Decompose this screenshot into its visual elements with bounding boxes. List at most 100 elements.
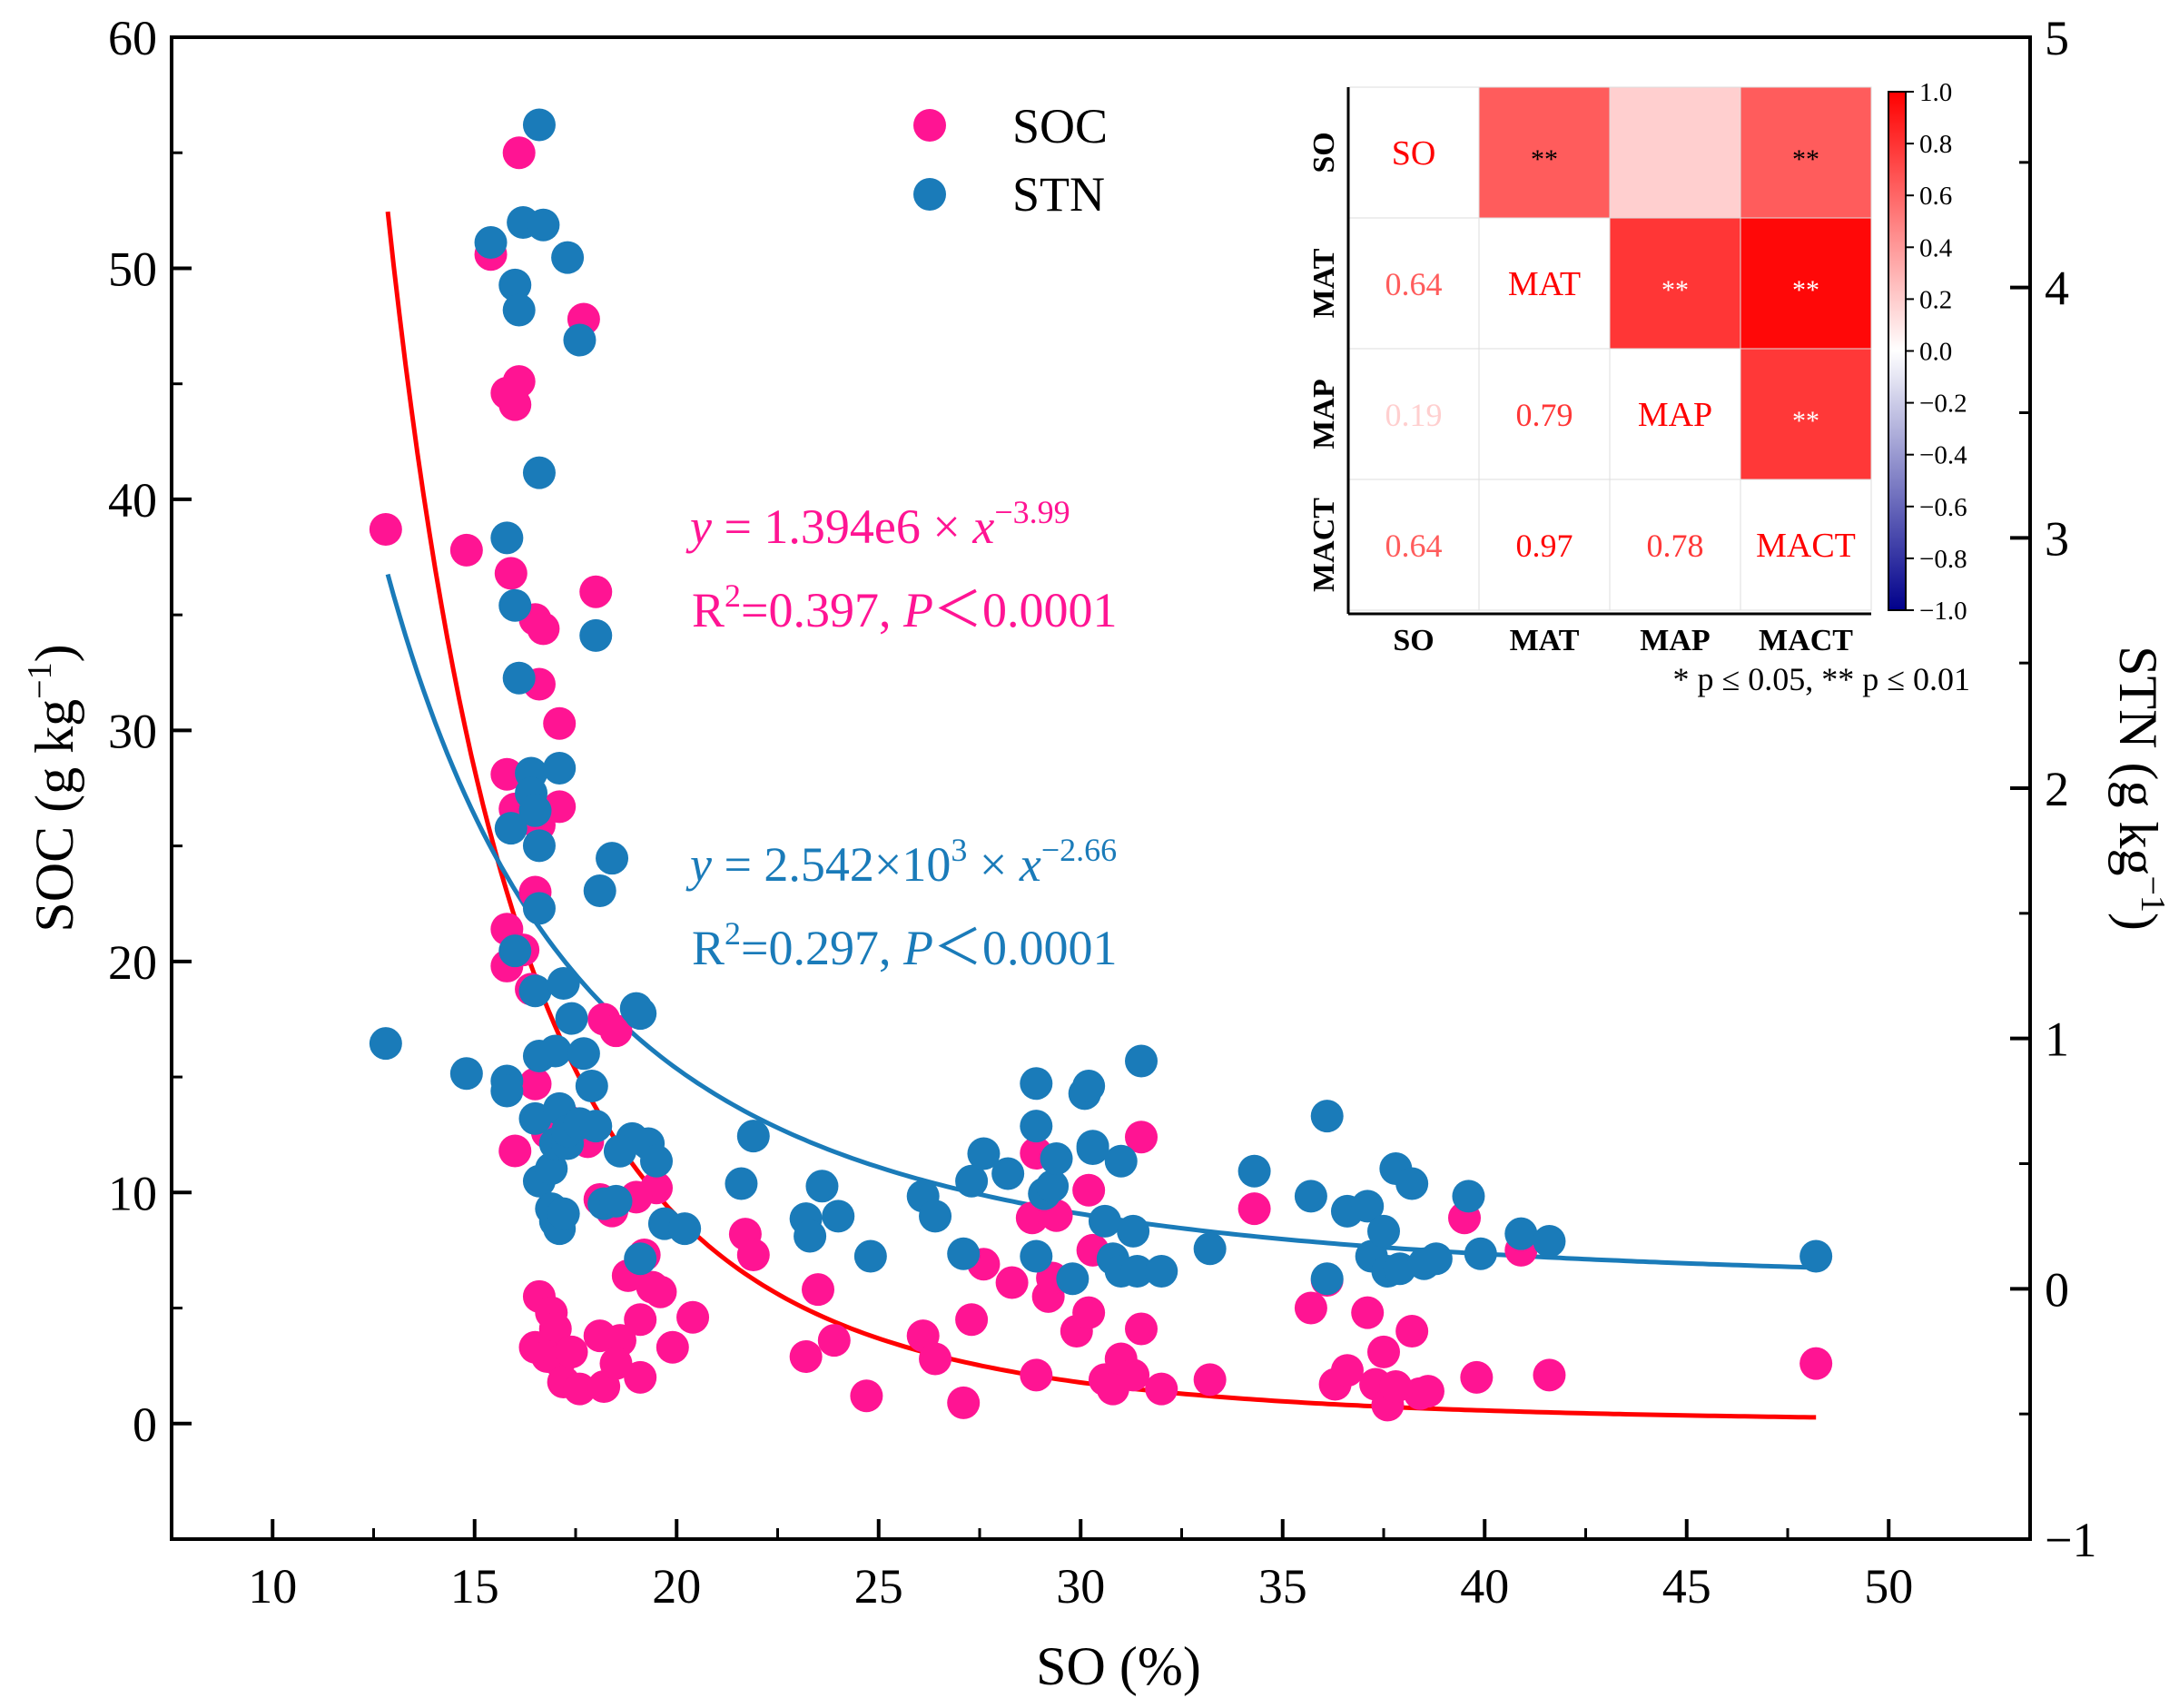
right-axis-label: STN (g kg−1) [2108, 646, 2172, 931]
colorbar-tick-label: 0.0 [1919, 338, 1952, 367]
correlation-value: 0.19 [1385, 397, 1443, 433]
significance-mark: ** [1792, 406, 1819, 436]
diagonal-cell [1740, 479, 1872, 611]
soc-point [1072, 1296, 1106, 1329]
soc-point [449, 533, 483, 567]
soc-point [1351, 1296, 1385, 1329]
left-tick-label: 10 [108, 1166, 157, 1220]
colorbar-ticks: 1.0 0.8 0.6 0.4 0.2 0.0 −0.2 −0.4 −0.6 −0.8 −1.0 [1906, 78, 1967, 626]
soc-point [676, 1300, 710, 1334]
stn-point [498, 588, 532, 622]
scatter-points [369, 108, 1833, 1422]
right-tick-label: 5 [2045, 11, 2069, 65]
stn-point [579, 1110, 613, 1143]
stn-point [551, 241, 585, 274]
stn-point [522, 829, 556, 863]
stn-point [555, 1002, 588, 1035]
right-tick-label: 0 [2045, 1262, 2069, 1317]
stn-point [991, 1157, 1025, 1190]
colorbar-tick-label: −0.2 [1919, 390, 1967, 419]
colorbar-tick-label: 0.2 [1919, 285, 1952, 314]
x-tick-label: 50 [1864, 1559, 1913, 1614]
colorbar-tick-label: 0.8 [1919, 130, 1952, 159]
soc-point [583, 1319, 616, 1353]
diagonal-cell [1347, 86, 1480, 219]
right-axis-ticks: −1 0 1 2 3 4 5 [2010, 11, 2096, 1567]
stn-point [567, 1037, 600, 1071]
soc-point [1799, 1347, 1833, 1380]
soc-point [817, 1324, 851, 1358]
soc-point [502, 365, 536, 399]
stn-point [563, 323, 597, 357]
stn-point [498, 934, 532, 968]
value-cell [1478, 348, 1611, 480]
soc-point [498, 1134, 532, 1168]
heatmap-cell [1609, 86, 1741, 219]
right-axis-label-group: STN (g kg−1) [2108, 646, 2172, 931]
stn-point [805, 1170, 839, 1203]
stn-point [518, 974, 552, 1008]
left-axis-label-group: SOC (g kg−1) [21, 644, 84, 932]
value-cell [1347, 217, 1480, 350]
stn-point [1040, 1141, 1073, 1175]
significance-mark: ** [1792, 144, 1819, 174]
soc-point [947, 1386, 981, 1419]
soc-point [802, 1273, 834, 1307]
soc-point [1125, 1121, 1158, 1154]
stn-point [1104, 1144, 1138, 1178]
diagonal-label: MAT [1508, 265, 1581, 303]
stn-point [822, 1200, 855, 1233]
value-cell [1347, 479, 1480, 611]
inset-x-label: MAT [1510, 624, 1580, 657]
stn-point [794, 1219, 827, 1253]
stn-point [547, 1197, 580, 1230]
x-tick-label: 30 [1056, 1559, 1105, 1614]
inset-y-label: MAP [1307, 379, 1341, 449]
heatmap-cell [1609, 217, 1741, 350]
stn-point [1367, 1214, 1400, 1248]
left-tick-label: 40 [108, 473, 157, 528]
soc-fit-stats: R2=0.397, P＜0.0001 [692, 578, 1118, 637]
stn-point [490, 1074, 524, 1108]
stn-point [919, 1200, 952, 1233]
soc-point [1533, 1358, 1566, 1392]
soc-point [494, 557, 527, 590]
x-tick-label: 25 [854, 1559, 903, 1614]
stn-point [522, 108, 556, 142]
stn-point [1383, 1252, 1416, 1286]
stn-point [640, 1144, 673, 1178]
x-tick-label: 45 [1662, 1559, 1711, 1614]
x-axis-ticks: 10 15 20 25 30 35 40 45 50 [248, 1519, 1913, 1614]
correlation-value: 0.78 [1647, 528, 1704, 564]
stn-point [955, 1164, 989, 1198]
stn-point [596, 842, 629, 875]
right-tick-label: 4 [2045, 262, 2069, 316]
soc-point [636, 1270, 669, 1304]
stn-point [624, 997, 657, 1031]
stn-point [502, 293, 536, 327]
correlation-value: 0.79 [1516, 397, 1573, 433]
significance-mark: ** [1661, 275, 1689, 305]
soc-point [1395, 1314, 1429, 1348]
soc-point [543, 790, 577, 824]
stn-point [494, 812, 527, 845]
left-axis-label: SOC (g kg−1) [21, 644, 84, 932]
diagonal-label: SO [1392, 134, 1436, 173]
soc-point [369, 513, 402, 547]
inset-y-label: MAT [1307, 248, 1341, 318]
soc-point [490, 757, 524, 791]
stn-fit-equation: y = 2.542×103 × x−2.66 [685, 832, 1117, 892]
inset-y-label: SO [1307, 132, 1341, 173]
soc-point [995, 1266, 1029, 1299]
soc-point [563, 1372, 597, 1406]
colorbar-tick-label: −0.4 [1919, 441, 1967, 470]
stn-point [1395, 1167, 1429, 1200]
left-tick-label: 60 [108, 11, 157, 65]
soc-point [1237, 1192, 1271, 1226]
soc-point [518, 1067, 552, 1101]
correlation-value: 0.64 [1385, 528, 1443, 564]
stn-point [498, 268, 532, 301]
significance-mark: ** [1792, 275, 1819, 305]
stn-point [535, 1152, 568, 1186]
soc-point [543, 706, 577, 740]
